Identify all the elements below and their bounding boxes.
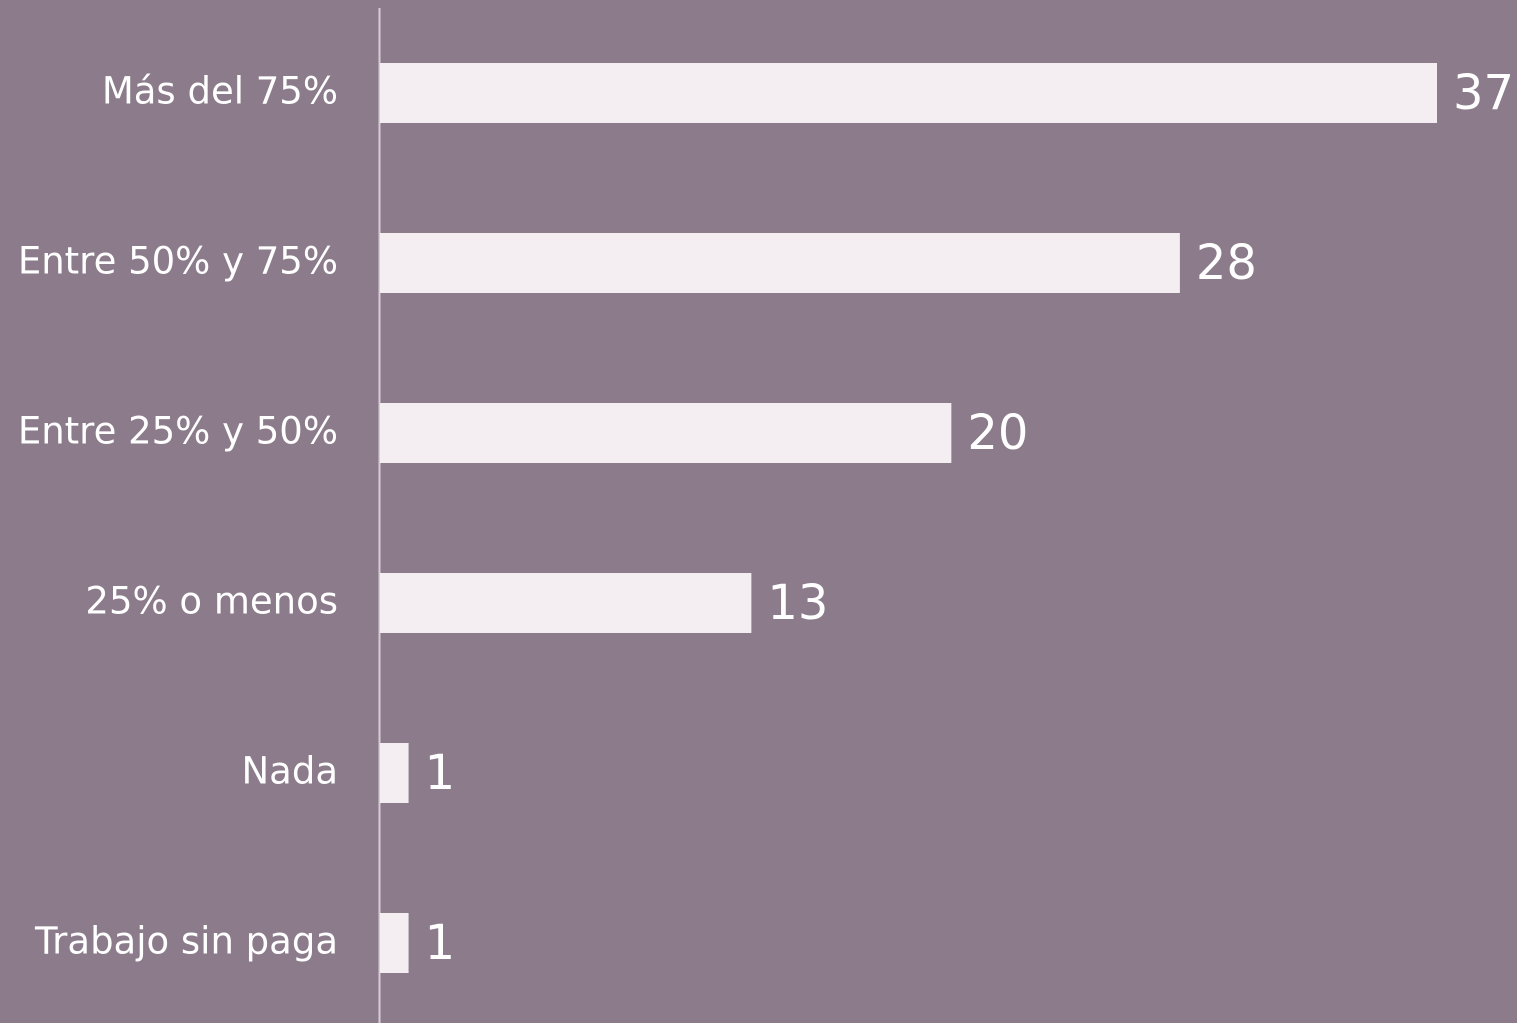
value-label: 1: [425, 745, 456, 801]
category-label: Entre 50% y 75%: [18, 240, 338, 283]
category-label: Trabajo sin paga: [34, 920, 338, 963]
bar: [380, 403, 952, 463]
value-label: 28: [1196, 235, 1257, 291]
category-label: Nada: [241, 750, 338, 793]
bar: [380, 743, 409, 803]
value-label: 1: [425, 915, 456, 971]
category-label: Entre 25% y 50%: [18, 410, 338, 453]
bar: [380, 573, 752, 633]
bar: [380, 913, 409, 973]
category-label: 25% o menos: [85, 580, 338, 623]
category-label: Más del 75%: [102, 70, 338, 113]
value-label: 13: [767, 575, 828, 631]
bar: [380, 63, 1437, 123]
value-label: 20: [967, 405, 1028, 461]
value-label: 37: [1453, 65, 1514, 121]
bar: [380, 233, 1180, 293]
